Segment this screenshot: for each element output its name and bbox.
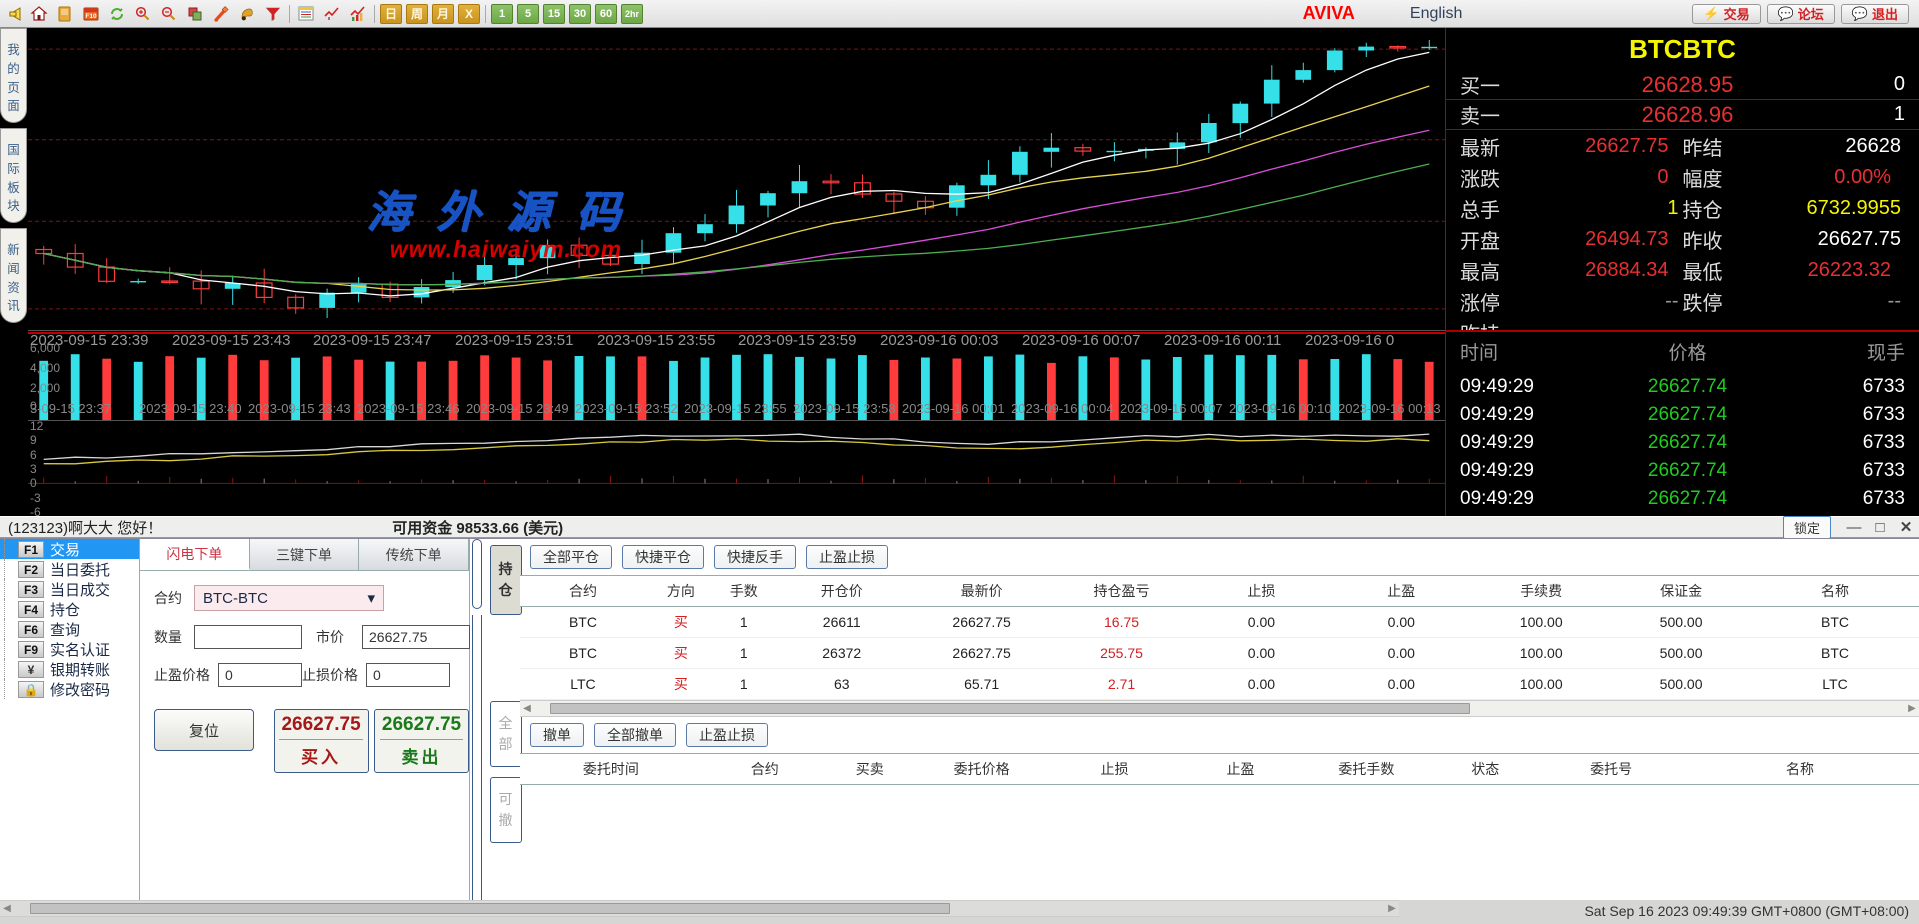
svg-text:F10: F10 — [85, 13, 97, 20]
